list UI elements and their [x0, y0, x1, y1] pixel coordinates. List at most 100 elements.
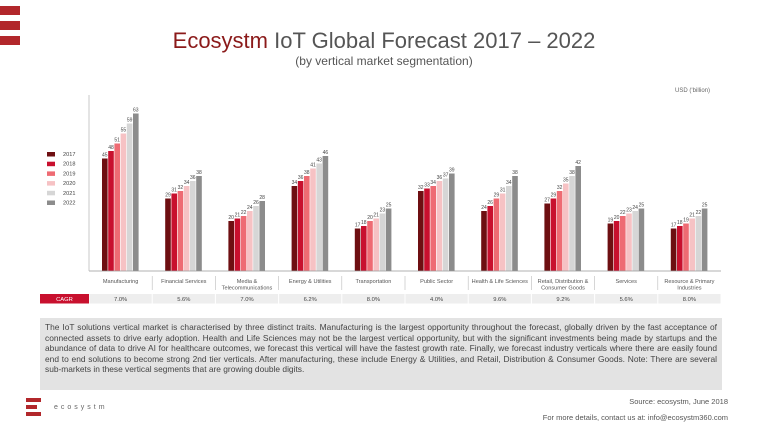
bar	[695, 216, 702, 271]
value-label: 21	[373, 213, 379, 219]
cagr-cell	[595, 294, 658, 304]
legend-swatch	[47, 161, 55, 167]
legend-swatch	[47, 190, 55, 196]
decor-stripe-1	[0, 6, 20, 15]
cagr-value: 7.0%	[114, 297, 127, 303]
cagr-cell	[531, 294, 595, 304]
value-label: 38	[304, 170, 310, 176]
value-label: 37	[443, 173, 449, 179]
bar	[575, 166, 581, 271]
value-label: 31	[500, 188, 506, 194]
value-label: 18	[361, 220, 367, 226]
category-label: Financial Services	[161, 279, 207, 285]
bar	[626, 213, 632, 271]
value-label: 36	[437, 175, 443, 181]
bar	[259, 201, 265, 271]
value-label: 26	[487, 200, 493, 206]
logo-text: ecosystm	[54, 404, 108, 411]
value-label: 45	[102, 153, 108, 159]
bar	[613, 221, 620, 271]
legend-swatch	[47, 200, 55, 205]
bar	[569, 176, 575, 271]
bar	[102, 158, 108, 271]
bar	[133, 113, 139, 271]
legend-swatch	[47, 171, 55, 176]
title-rest: IoT Global Forecast 2017 – 2022	[268, 28, 596, 53]
value-label: 48	[108, 145, 114, 151]
value-label: 24	[632, 205, 638, 211]
bar	[310, 168, 316, 271]
bar	[247, 211, 253, 271]
category-label: Resource & Primary Industries	[664, 279, 714, 292]
value-label: 19	[683, 218, 689, 224]
cagr-cell	[215, 294, 279, 304]
category-label: Manufacturing	[103, 279, 138, 285]
value-label: 29	[165, 193, 171, 199]
value-label: 18	[677, 220, 683, 226]
value-label: 25	[639, 203, 645, 209]
bar	[499, 193, 506, 271]
bar	[632, 211, 638, 271]
bar	[424, 188, 430, 271]
bar	[544, 203, 550, 271]
cagr-value: 4.0%	[430, 297, 443, 303]
bar	[556, 191, 563, 271]
cagr-cell	[658, 294, 721, 304]
bar	[114, 143, 120, 271]
category-label: Services	[615, 279, 637, 285]
value-label: 17	[671, 223, 677, 229]
legend-swatch	[47, 181, 55, 186]
bar	[677, 226, 683, 271]
bar	[506, 186, 512, 271]
chart-subtitle: (by vertical market segmentation)	[295, 54, 473, 68]
value-label: 43	[316, 158, 322, 164]
bar	[354, 228, 361, 271]
legend-label: 2019	[63, 171, 75, 177]
value-label: 22	[241, 210, 247, 216]
bar	[418, 191, 424, 271]
decor-stripe-2	[0, 21, 20, 30]
cagr-value: 7.0%	[240, 297, 253, 303]
decor-stripe-3	[0, 36, 20, 45]
bar	[228, 221, 234, 271]
cagr-cell	[342, 294, 405, 304]
value-label: 34	[184, 180, 190, 186]
value-label: 20	[614, 215, 620, 221]
bar	[481, 211, 487, 271]
value-label: 20	[228, 215, 234, 221]
value-label: 29	[494, 193, 500, 199]
value-label: 19	[608, 218, 614, 224]
value-label: 25	[386, 203, 392, 209]
value-label: 33	[424, 183, 430, 189]
legend-label: 2020	[63, 181, 75, 187]
legend-label: 2017	[63, 152, 75, 158]
value-label: 25	[702, 203, 708, 209]
cagr-cell	[89, 294, 152, 304]
bar	[120, 133, 127, 271]
bar	[430, 186, 436, 271]
legend-swatch	[47, 152, 55, 157]
cagr-value: 5.6%	[177, 297, 190, 303]
value-label: 34	[292, 180, 298, 186]
bar	[487, 206, 493, 271]
value-label: 36	[298, 175, 304, 181]
value-label: 32	[178, 185, 184, 191]
cagr-value: 9.6%	[493, 297, 506, 303]
bar	[373, 218, 379, 271]
value-label: 41	[310, 163, 316, 169]
value-label: 59	[127, 118, 133, 124]
value-label: 32	[418, 185, 424, 191]
bar	[240, 216, 247, 271]
contact-note: For more details, contact us at: info@ec…	[542, 413, 728, 422]
bar	[297, 181, 304, 271]
cagr-value: 9.2%	[556, 297, 569, 303]
value-label: 29	[551, 193, 557, 199]
value-label: 38	[196, 170, 202, 176]
value-label: 36	[190, 175, 196, 181]
cagr-cell	[279, 294, 342, 304]
bar	[253, 206, 259, 271]
value-label: 38	[569, 170, 575, 176]
cagr-value: 8.0%	[367, 297, 380, 303]
value-label: 55	[121, 128, 127, 134]
